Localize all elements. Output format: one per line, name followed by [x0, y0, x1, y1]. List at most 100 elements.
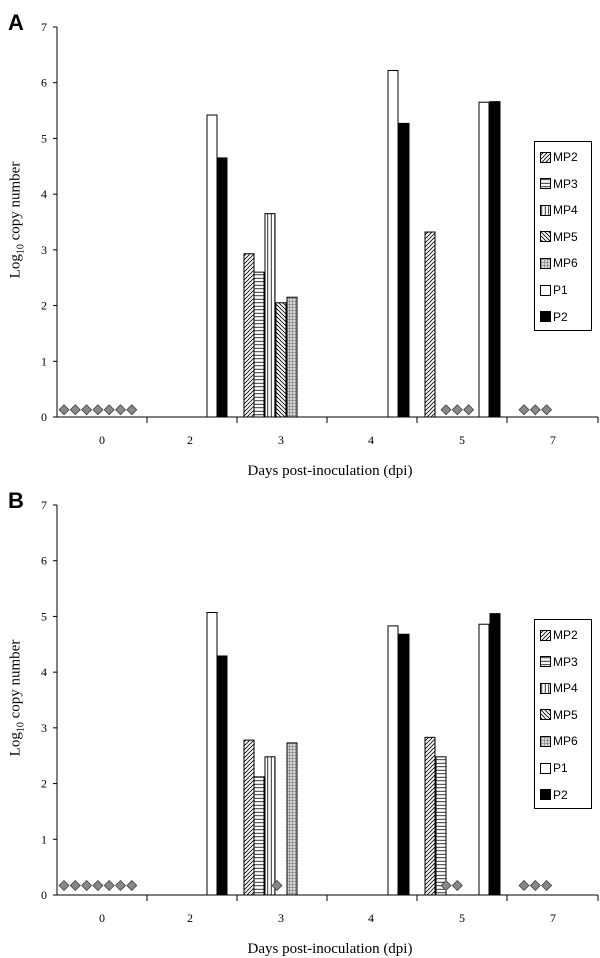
undetected-marker	[518, 880, 530, 892]
legend-item-mp5: MP5	[540, 229, 578, 245]
undetected-marker	[115, 880, 126, 892]
y-tick-label: 2	[41, 777, 47, 791]
y-tick-label: 6	[41, 76, 47, 90]
undetected-marker	[103, 880, 115, 892]
legend-item-mp6: MP6	[540, 255, 578, 271]
legend-swatch	[540, 231, 551, 243]
bar-mp4-day-3	[264, 213, 276, 418]
bar-mp2-day-3	[243, 253, 255, 418]
undetected-marker	[271, 880, 283, 892]
legend-swatch	[540, 311, 551, 323]
legend-b: MP2 MP3 MP4 MP5 MP6 P1 P2	[534, 619, 592, 809]
undetected-marker	[440, 404, 452, 416]
undetected-marker	[451, 880, 463, 892]
undetected-marker	[58, 880, 70, 892]
x-axis-label: Days post-inoculation (dpi)	[247, 463, 413, 479]
bar-mp4-day-3	[264, 756, 276, 896]
x-tick-label: 5	[459, 911, 465, 925]
bar-p2-day-4	[398, 633, 410, 896]
x-tick-label: 3	[278, 911, 284, 925]
x-tick-label: 0	[99, 911, 105, 925]
bar-p2-day-5	[489, 101, 501, 418]
legend-label: MP2	[553, 628, 578, 642]
y-tick-label: 3	[41, 243, 47, 257]
bar-p2-day-5	[489, 613, 501, 896]
legend-item-mp5: MP5	[540, 707, 578, 723]
undetected-marker	[115, 404, 126, 416]
undetected-marker	[92, 880, 104, 892]
undetected-marker	[58, 404, 70, 416]
legend-swatch	[540, 762, 551, 774]
legend-item-mp3: MP3	[540, 654, 578, 670]
legend-item-mp4: MP4	[540, 680, 578, 696]
y-tick-label: 0	[41, 410, 47, 424]
x-tick-label: 3	[278, 433, 284, 447]
legend-item-mp6: MP6	[540, 733, 578, 749]
legend-item-mp4: MP4	[540, 202, 578, 218]
bar-mp3-day-5	[435, 756, 447, 896]
legend-swatch	[540, 682, 551, 694]
legend-item-p2: P2	[540, 309, 568, 325]
undetected-marker	[103, 404, 115, 416]
undetected-marker	[81, 404, 93, 416]
legend-label: MP6	[553, 256, 578, 271]
y-tick-label: 2	[41, 299, 47, 313]
bar-mp6-day-3	[286, 296, 298, 418]
y-tick-label: 0	[41, 888, 47, 902]
y-tick-label: 5	[41, 131, 47, 145]
legend-item-p2: P2	[540, 787, 568, 803]
undetected-marker	[81, 880, 93, 892]
undetected-marker	[451, 404, 463, 416]
legend-label: MP3	[553, 176, 578, 191]
legend-label: MP2	[553, 150, 578, 164]
undetected-marker	[69, 880, 81, 892]
undetected-marker	[529, 880, 541, 892]
undetected-marker	[126, 880, 138, 892]
legend-swatch	[540, 151, 551, 163]
bar-p2-day-4	[398, 122, 410, 418]
legend-swatch	[540, 629, 551, 641]
undetected-marker	[92, 404, 104, 416]
x-tick-label: 4	[368, 433, 374, 447]
legend-swatch	[540, 656, 551, 668]
y-tick-label: 6	[41, 554, 47, 568]
legend-item-mp3: MP3	[540, 176, 578, 192]
undetected-marker	[440, 880, 452, 892]
legend-swatch	[540, 735, 551, 747]
bar-p1-day-5	[478, 101, 490, 418]
bar-mp5-day-3	[275, 302, 287, 418]
panel-letter-b: B	[8, 488, 24, 513]
legend-label: MP6	[553, 734, 578, 749]
bar-mp3-day-3	[253, 271, 265, 418]
legend-label: P2	[553, 309, 568, 324]
legend-label: P2	[553, 787, 568, 802]
chart-plot-b: 0 1 2 3 4 5 6 7 0 2 3 4 5 7	[41, 498, 599, 925]
legend-swatch	[540, 178, 551, 190]
undetected-marker	[518, 404, 530, 416]
x-tick-label: 2	[187, 433, 193, 447]
bar-p2-day-2	[216, 655, 228, 896]
y-tick-label: 7	[41, 498, 47, 512]
legend-a: MP2 MP3 MP4 MP5 MP6 P1 P2	[534, 141, 592, 331]
bar-p1-day-2	[206, 114, 218, 418]
undetected-marker	[541, 880, 553, 892]
panel-letter-a: A	[8, 10, 24, 35]
legend-label: MP4	[553, 681, 578, 696]
legend-item-p1: P1	[540, 760, 568, 776]
legend-label: P1	[553, 761, 568, 775]
legend-swatch	[540, 709, 551, 721]
bar-p1-day-4	[387, 69, 399, 418]
y-tick-label: 5	[41, 609, 47, 623]
x-tick-label: 5	[459, 433, 465, 447]
undetected-marker	[69, 404, 81, 416]
bar-mp6-day-3	[286, 742, 298, 896]
legend-label: MP5	[553, 707, 578, 722]
bar-mp3-day-3	[253, 776, 265, 896]
legend-swatch	[540, 284, 551, 296]
chart-plot-a: 0 1 2 3 4 5 6 7 0 2 3 4 5 7	[41, 20, 599, 447]
x-axis-label: Days post-inoculation (dpi)	[247, 941, 413, 957]
legend-item-p1: P1	[540, 282, 568, 298]
legend-swatch	[540, 257, 551, 269]
